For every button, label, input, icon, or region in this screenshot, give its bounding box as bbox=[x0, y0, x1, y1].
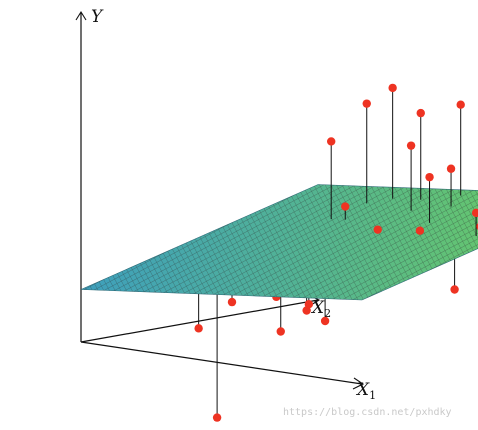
regression-plane-mesh bbox=[81, 184, 478, 300]
point-marker bbox=[373, 225, 382, 234]
axis-labels: Y X2 X1 bbox=[91, 7, 376, 402]
x1-axis-arrow bbox=[352, 377, 365, 390]
point-marker bbox=[302, 306, 311, 315]
point-marker bbox=[415, 226, 425, 235]
point-marker bbox=[320, 316, 330, 326]
point-marker bbox=[471, 208, 478, 218]
point-marker bbox=[416, 108, 425, 118]
point-marker bbox=[341, 202, 350, 211]
point-marker bbox=[406, 141, 416, 150]
point-marker bbox=[450, 285, 459, 294]
point-marker bbox=[304, 300, 314, 309]
data-point-9 bbox=[341, 202, 350, 220]
y-axis-arrow bbox=[75, 10, 87, 21]
data-point-19 bbox=[446, 164, 456, 207]
axes bbox=[75, 10, 365, 390]
point-marker bbox=[227, 297, 237, 307]
point-marker bbox=[362, 99, 371, 108]
data-point-22 bbox=[425, 172, 434, 223]
point-marker bbox=[388, 83, 397, 93]
x2-axis-line bbox=[80, 299, 319, 343]
watermark-text: https://blog.csdn.net/pxhdky bbox=[283, 407, 452, 418]
data-point-14 bbox=[416, 108, 425, 200]
above-plane-points bbox=[327, 83, 478, 236]
point-marker bbox=[425, 172, 434, 182]
data-point-7 bbox=[327, 137, 336, 220]
point-marker bbox=[212, 413, 222, 422]
x1-axis-label: X1 bbox=[355, 380, 376, 402]
data-point-16 bbox=[456, 100, 465, 196]
data-point-42 bbox=[212, 283, 222, 422]
point-marker bbox=[456, 100, 465, 109]
point-marker bbox=[446, 164, 456, 173]
point-marker bbox=[327, 137, 336, 146]
x2-axis-label: X2 bbox=[310, 298, 331, 320]
data-point-8 bbox=[388, 83, 397, 199]
data-point-17 bbox=[373, 225, 382, 234]
data-point-6 bbox=[362, 99, 371, 204]
data-point-24 bbox=[415, 226, 425, 235]
x1-axis-line bbox=[80, 341, 363, 385]
point-marker bbox=[276, 327, 285, 336]
y-axis-label: Y bbox=[91, 7, 104, 27]
data-point-31 bbox=[471, 208, 478, 236]
data-point-15 bbox=[406, 141, 416, 211]
point-marker bbox=[194, 324, 203, 333]
